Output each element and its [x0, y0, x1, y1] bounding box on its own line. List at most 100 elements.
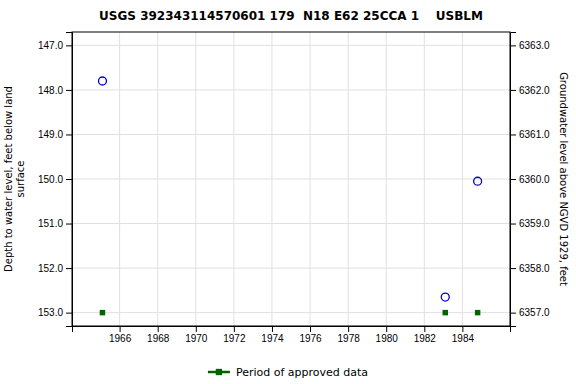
grid-line [72, 179, 510, 180]
tick-label: 151.0 [38, 218, 63, 229]
tick-mark [462, 326, 463, 332]
plot-frame [72, 32, 510, 326]
tick-mark [348, 326, 349, 332]
legend-label: Period of approved data [236, 366, 368, 379]
y-axis: 147.0 148.0 149.0 150.0 151.0 152.0 153.0 [38, 33, 73, 327]
title: USGS 392343114570601 179 N18 E62 25CCA 1… [99, 9, 483, 23]
tick-mark [510, 313, 516, 314]
tick-label: 152.0 [38, 263, 63, 274]
tick-label: 1980 [376, 333, 399, 344]
tick-label: 1974 [261, 333, 284, 344]
tick: 152.0 [38, 263, 72, 274]
tick: 1976 [299, 326, 322, 344]
tick: 1968 [147, 326, 170, 344]
axis-line [73, 327, 511, 333]
tick-mark [272, 326, 273, 332]
tick: 6357.0 [510, 307, 550, 318]
y2-axis: 6357.0 6358.0 6359.0 6360.0 6361.0 6362.0 6363… [510, 33, 550, 327]
y-axis-title: Depth to water level, feet below landsur… [3, 86, 26, 272]
tick: 151.0 [38, 218, 72, 229]
tick-label: 6359.0 [519, 218, 550, 229]
x-axis: 1966 1968 1970 1972 1974 1976 1978 1980 1982 1984 [73, 326, 511, 344]
tick: 1966 [109, 326, 132, 344]
tick-mark [386, 326, 387, 332]
legend-marker [216, 369, 222, 375]
tick-label: 6357.0 [519, 307, 550, 318]
tick: 6363.0 [510, 40, 550, 51]
plot: 1966 1968 1970 1972 1974 1976 1978 1980 1982 1984… [3, 32, 569, 344]
tick: 1974 [261, 326, 284, 344]
tick-mark [510, 134, 516, 135]
tick: 147.0 [38, 40, 72, 51]
tick-label: 1984 [452, 333, 475, 344]
tick-label: 6360.0 [519, 174, 550, 185]
tick-label: 147.0 [38, 40, 63, 51]
grid [72, 32, 510, 326]
grid-line [72, 268, 510, 269]
tick-label: 1978 [338, 333, 361, 344]
tick: 148.0 [38, 85, 72, 96]
tick-mark [310, 326, 311, 332]
tick-label: 1972 [223, 333, 246, 344]
tick: 153.0 [38, 307, 72, 318]
tick-mark [66, 268, 72, 269]
tick-label: 153.0 [38, 307, 63, 318]
tick-mark [66, 224, 72, 225]
axis-line [66, 33, 73, 327]
tick: 6361.0 [510, 129, 550, 140]
axis-line [511, 33, 517, 327]
tick-mark [424, 326, 425, 332]
point [475, 310, 480, 315]
tick-label: 6362.0 [519, 85, 550, 96]
tick: 6358.0 [510, 263, 550, 274]
tick-mark [120, 326, 121, 332]
tick-label: 6361.0 [519, 129, 550, 140]
tick: 6359.0 [510, 218, 550, 229]
tick-label: 1970 [185, 333, 208, 344]
legend: Period of approved data [208, 366, 368, 379]
series [98, 77, 481, 301]
grid-line [72, 45, 510, 46]
point [443, 310, 448, 315]
tick-label: 1968 [147, 333, 170, 344]
tick-mark [66, 313, 72, 314]
point [100, 310, 105, 315]
tick: 1982 [414, 326, 437, 344]
tick: 150.0 [38, 174, 72, 185]
point [98, 77, 106, 85]
tick: 6362.0 [510, 85, 550, 96]
tick-mark [66, 179, 72, 180]
tick-mark [158, 326, 159, 332]
point [441, 293, 449, 301]
tick-label: 149.0 [38, 129, 63, 140]
chart: 1966 1968 1970 1972 1974 1976 1978 1980 1982 1984… [0, 0, 576, 384]
tick-mark [510, 224, 516, 225]
marks [98, 77, 481, 315]
tick: 1970 [185, 326, 208, 344]
tick-mark [66, 45, 72, 46]
tick-mark [234, 326, 235, 332]
tick-mark [510, 45, 516, 46]
tick: 1978 [338, 326, 361, 344]
grid-line [72, 223, 510, 224]
grid-line [72, 89, 510, 90]
tick: 1984 [452, 326, 475, 344]
tick-label: 1966 [109, 333, 132, 344]
tick: 1972 [223, 326, 246, 344]
legend-item: Period of approved data [208, 366, 368, 379]
tick: 6360.0 [510, 174, 550, 185]
y2-axis-title: Groundwater level above NGVD 1929, feet [558, 72, 569, 286]
tick-label: 1982 [414, 333, 437, 344]
grid-line [72, 134, 510, 135]
tick-mark [510, 268, 516, 269]
tick-label: 1976 [299, 333, 322, 344]
tick-label: 150.0 [38, 174, 63, 185]
tick-mark [510, 90, 516, 91]
tick: 1980 [376, 326, 399, 344]
tick-label: 6358.0 [519, 263, 550, 274]
tick-mark [510, 179, 516, 180]
point [474, 177, 482, 185]
tick-mark [66, 90, 72, 91]
tick-mark [66, 134, 72, 135]
series [100, 310, 481, 315]
